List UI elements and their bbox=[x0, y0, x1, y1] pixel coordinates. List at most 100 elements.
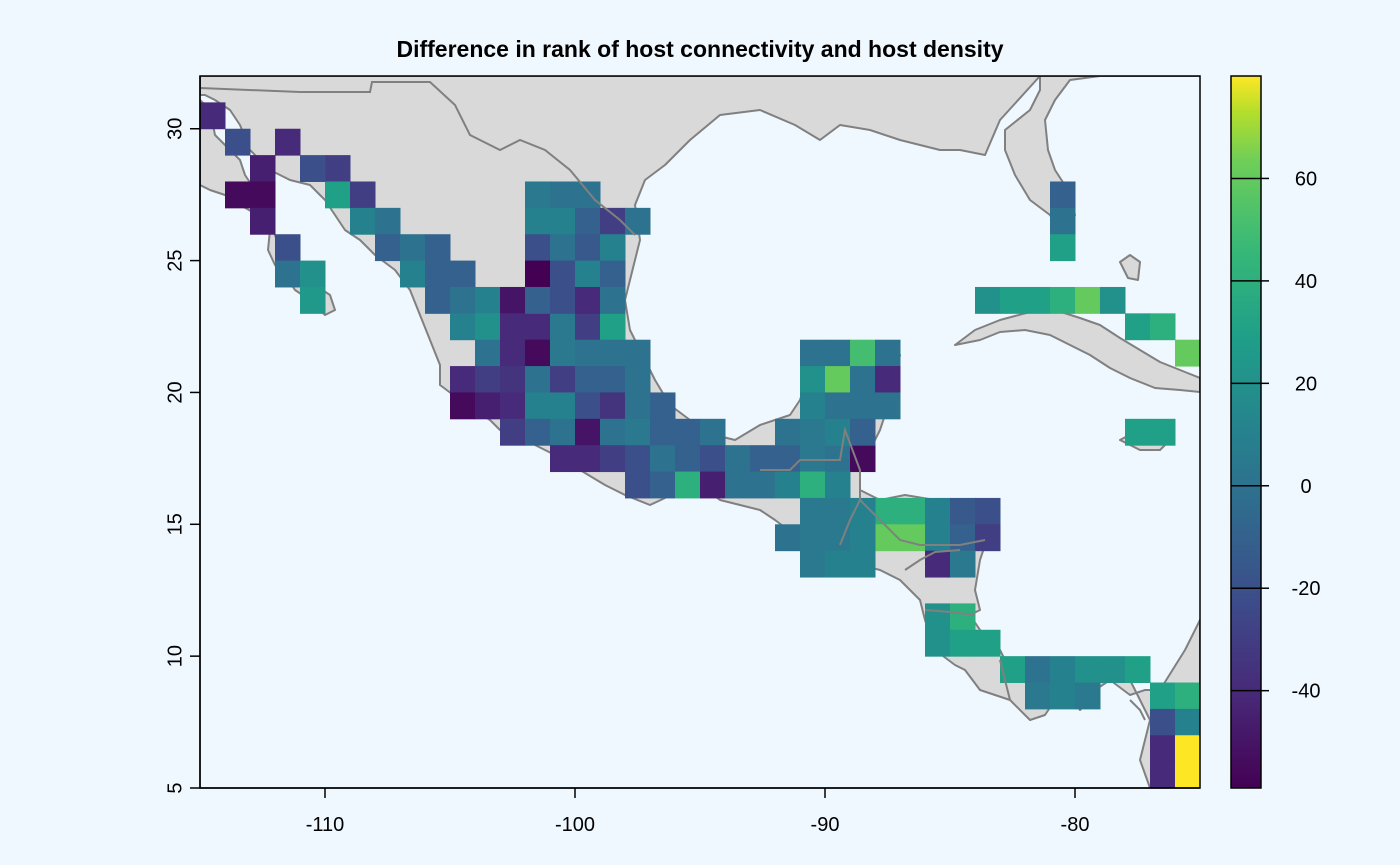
raster-cell bbox=[975, 286, 1001, 314]
raster-cell bbox=[525, 313, 551, 341]
raster-cell bbox=[475, 392, 501, 420]
raster-cell bbox=[575, 366, 601, 393]
raster-cell bbox=[1150, 735, 1176, 763]
x-axis: -110 -100 -90 -80 bbox=[200, 787, 1200, 836]
raster-cell bbox=[325, 155, 351, 182]
raster-cell bbox=[550, 313, 576, 341]
raster-cell bbox=[500, 392, 526, 420]
raster-cell bbox=[300, 286, 326, 314]
raster-cell bbox=[950, 550, 976, 578]
raster-cell bbox=[1075, 656, 1101, 684]
raster-cell bbox=[575, 339, 601, 367]
raster-cell bbox=[1125, 418, 1151, 446]
x-tick-label: -90 bbox=[811, 814, 840, 836]
y-tick-label: 5 bbox=[164, 782, 186, 793]
raster-cell bbox=[700, 418, 726, 446]
legend-tick-label: 40 bbox=[1295, 271, 1317, 293]
raster-cell bbox=[575, 234, 601, 262]
raster-cell bbox=[1150, 418, 1176, 446]
raster-cell bbox=[800, 418, 826, 446]
map-title: Difference in rank of host connectivity … bbox=[396, 36, 1003, 62]
raster-cells bbox=[200, 102, 1200, 788]
raster-cell bbox=[825, 550, 851, 578]
raster-cell bbox=[575, 181, 601, 209]
raster-cell bbox=[850, 366, 876, 393]
raster-cell bbox=[675, 471, 701, 499]
raster-cell bbox=[400, 260, 426, 288]
raster-cell bbox=[1150, 682, 1176, 710]
raster-cell bbox=[1175, 708, 1200, 736]
raster-cell bbox=[850, 524, 876, 552]
raster-cell bbox=[525, 181, 551, 209]
raster-cell bbox=[575, 313, 601, 341]
y-axis: 5 10 15 20 25 30 bbox=[164, 76, 201, 794]
raster-cell bbox=[625, 207, 651, 235]
raster-cell bbox=[1025, 656, 1051, 684]
raster-cell bbox=[800, 550, 826, 578]
raster-cell bbox=[975, 524, 1001, 552]
raster-cell bbox=[425, 260, 451, 288]
raster-cell bbox=[275, 260, 301, 288]
raster-cell bbox=[225, 128, 251, 156]
y-tick-label: 15 bbox=[164, 513, 186, 535]
legend-tick-label: -20 bbox=[1292, 578, 1321, 600]
raster-cell bbox=[650, 445, 676, 473]
raster-cell bbox=[425, 286, 451, 314]
raster-cell bbox=[625, 339, 651, 367]
raster-cell bbox=[575, 260, 601, 288]
raster-cell bbox=[825, 497, 851, 525]
raster-cell bbox=[325, 181, 351, 209]
raster-cell bbox=[775, 445, 801, 473]
raster-cell bbox=[525, 207, 551, 235]
raster-cell bbox=[300, 260, 326, 288]
raster-cell bbox=[800, 497, 826, 525]
raster-cell bbox=[600, 445, 626, 473]
raster-cell bbox=[450, 392, 476, 420]
raster-cell bbox=[550, 339, 576, 367]
raster-cell bbox=[875, 366, 901, 393]
raster-cell bbox=[800, 392, 826, 420]
raster-cell bbox=[575, 286, 601, 314]
legend-tick-label: 60 bbox=[1295, 168, 1317, 190]
raster-cell bbox=[825, 392, 851, 420]
raster-cell bbox=[550, 366, 576, 393]
raster-cell bbox=[650, 418, 676, 446]
raster-cell bbox=[450, 366, 476, 393]
raster-cell bbox=[1050, 234, 1076, 262]
country-borders bbox=[200, 81, 1146, 721]
bahamas-island bbox=[1119, 254, 1141, 281]
raster-cell bbox=[525, 366, 551, 393]
raster-cell bbox=[550, 234, 576, 262]
colombia-border bbox=[1129, 699, 1146, 721]
raster-cell bbox=[800, 471, 826, 499]
color-legend: 60 40 20 0 -20 -40 bbox=[1230, 75, 1321, 789]
raster-cell bbox=[550, 181, 576, 209]
raster-cell bbox=[850, 445, 876, 473]
raster-cell bbox=[850, 392, 876, 420]
raster-cell bbox=[600, 260, 626, 288]
raster-cell bbox=[625, 418, 651, 446]
raster-cell bbox=[525, 234, 551, 262]
raster-cell bbox=[825, 445, 851, 473]
raster-cell bbox=[1100, 656, 1126, 684]
raster-cell bbox=[525, 418, 551, 446]
raster-cell bbox=[575, 418, 601, 446]
raster-cell bbox=[375, 207, 401, 235]
raster-cell bbox=[950, 629, 976, 657]
raster-cell bbox=[700, 445, 726, 473]
y-tick-label: 10 bbox=[164, 645, 186, 667]
raster-cell bbox=[800, 524, 826, 552]
raster-cell bbox=[375, 234, 401, 262]
raster-cell bbox=[800, 445, 826, 473]
legend-colorbar bbox=[1230, 75, 1262, 789]
raster-cell bbox=[1175, 339, 1200, 367]
raster-cell bbox=[1050, 207, 1076, 235]
raster-cell bbox=[625, 445, 651, 473]
raster-cell bbox=[1050, 181, 1076, 209]
raster-cell bbox=[575, 207, 601, 235]
legend-tick-label: 20 bbox=[1295, 373, 1317, 395]
raster-cell bbox=[550, 207, 576, 235]
raster-cell bbox=[500, 313, 526, 341]
x-tick-label: -110 bbox=[306, 814, 345, 836]
raster-cell bbox=[950, 497, 976, 525]
